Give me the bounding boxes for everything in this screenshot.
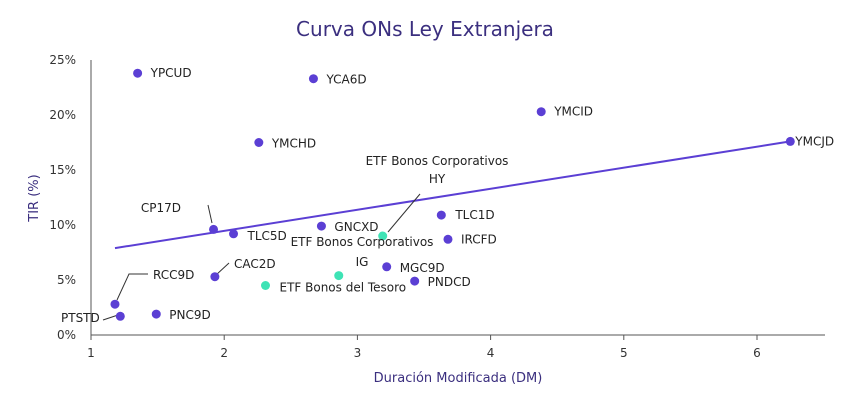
- data-labels: YPCUD YCA6D YMCID YMCHD YMCJD CP17D TLC5D GNCXD…: [61, 66, 834, 325]
- point-label: GNCXD: [334, 220, 378, 234]
- bond-point: [382, 262, 392, 272]
- bond-point: [229, 229, 239, 239]
- x-tick-label: 1: [87, 346, 95, 360]
- y-tick-label: 20%: [49, 108, 76, 122]
- bond-point: [316, 221, 326, 231]
- trendline-layer: [114, 140, 791, 250]
- leader-line: [207, 204, 213, 224]
- bond-point: [536, 107, 546, 117]
- bond-point: [209, 224, 219, 234]
- y-tick-label: 25%: [49, 53, 76, 67]
- y-tick-label: 10%: [49, 218, 76, 232]
- y-tick-label: 0%: [57, 328, 76, 342]
- bond-point: [133, 68, 143, 78]
- leader-lines: [102, 193, 421, 321]
- x-tick-label: 5: [620, 346, 628, 360]
- x-tick-label: 4: [487, 346, 495, 360]
- point-label: IRCFD: [461, 232, 497, 246]
- point-label: TLC1D: [454, 208, 494, 222]
- bond-point: [410, 276, 420, 286]
- point-label: TLC5D: [247, 229, 287, 243]
- point-label: MGC9D: [400, 261, 445, 275]
- data-points: [110, 68, 795, 321]
- leader-line: [102, 314, 119, 321]
- chart-title: Curva ONs Ley Extranjera: [296, 17, 554, 41]
- bond-point: [436, 210, 446, 220]
- point-label: ETF Bonos Corporativos HY: [366, 154, 509, 186]
- point-label: PNDCD: [428, 275, 471, 289]
- point-label: YPCUD: [150, 66, 192, 80]
- x-tick-label: 3: [354, 346, 362, 360]
- leader-line: [215, 262, 230, 276]
- point-label: RCC9D: [153, 268, 194, 282]
- bond-point: [110, 299, 120, 309]
- y-axis-title: TIR (%): [27, 174, 42, 222]
- point-label: CAC2D: [234, 257, 276, 271]
- point-label: YMCID: [553, 105, 593, 119]
- bond-point: [254, 138, 264, 147]
- bond-point: [785, 136, 795, 146]
- y-tick-label: 5%: [57, 273, 76, 287]
- point-label: PTSTD: [61, 311, 100, 325]
- y-tick-label: 15%: [49, 163, 76, 177]
- point-label: CP17D: [141, 201, 181, 215]
- bond-point: [151, 309, 161, 319]
- leader-line: [116, 273, 148, 301]
- etf-point: [334, 271, 344, 281]
- etf-point: [378, 231, 388, 241]
- axes: [90, 60, 825, 336]
- point-label: YCA6D: [325, 73, 366, 87]
- trendline: [114, 140, 791, 250]
- bond-point: [210, 272, 220, 282]
- leader-line: [387, 193, 421, 233]
- point-label: YMCHD: [271, 137, 316, 151]
- x-tick-label: 6: [753, 346, 761, 360]
- x-axis-title: Duración Modificada (DM): [374, 371, 543, 386]
- bond-point: [308, 74, 318, 84]
- point-label: YMCJD: [794, 134, 834, 148]
- point-label: ETF Bonos del Tesoro: [279, 281, 406, 295]
- axis-ticks: 1 2 3 4 5 6 0% 5% 10% 15% 20% 25%: [49, 53, 760, 360]
- point-label: ETF Bonos Corporativos IG: [291, 235, 434, 269]
- point-label: PNC9D: [169, 308, 210, 322]
- bond-point: [115, 311, 125, 321]
- etf-point: [260, 281, 270, 290]
- x-tick-label: 2: [220, 346, 228, 360]
- bond-point: [443, 234, 453, 244]
